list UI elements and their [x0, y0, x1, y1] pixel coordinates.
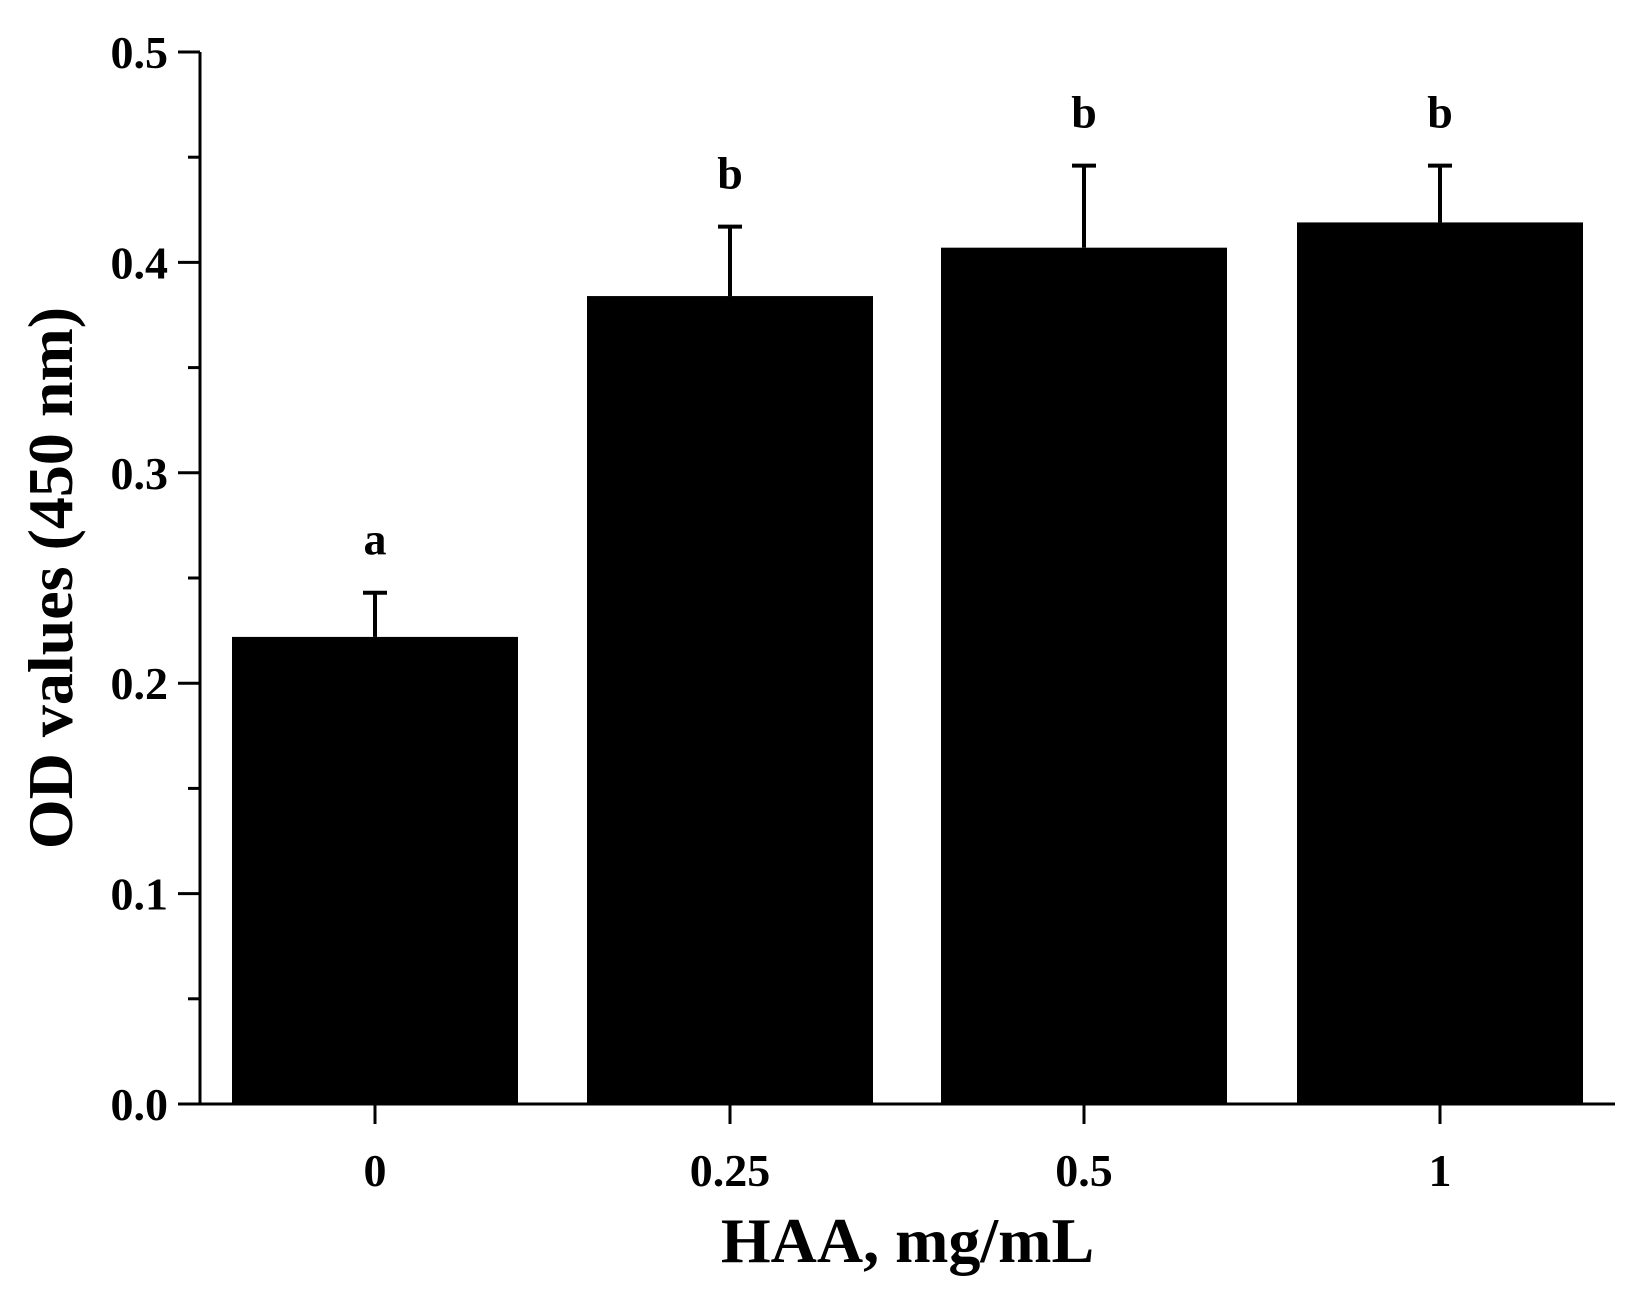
error-bars-layer: [363, 163, 1452, 637]
bars-layer: [232, 222, 1583, 1105]
y-axis-title: OD values (450 nm): [15, 307, 86, 849]
x-tick-label: 0.5: [1055, 1145, 1113, 1196]
y-tick-label: 0.3: [111, 448, 169, 499]
y-tick-label: 0.1: [111, 869, 169, 920]
bar: [941, 247, 1227, 1104]
bar: [232, 636, 518, 1104]
y-tick-label: 0.5: [111, 27, 169, 78]
bar: [1297, 222, 1583, 1104]
x-axis-title: HAA, mg/mL: [721, 1205, 1094, 1276]
x-tick-label: 0: [364, 1145, 387, 1196]
significance-label: b: [717, 148, 743, 199]
y-ticks-layer: 0.0 0.1 0.2 0.3 0.4 0.5: [111, 27, 200, 1130]
significance-label: b: [1427, 87, 1453, 138]
significance-label: b: [1071, 87, 1097, 138]
x-tick-label: 1: [1429, 1145, 1452, 1196]
y-tick-label: 0.2: [111, 658, 169, 709]
x-ticks-layer: 0 0.25 0.5 1: [364, 1104, 1452, 1196]
x-tick-label: 0.25: [690, 1145, 771, 1196]
y-tick-label: 0.0: [111, 1079, 169, 1130]
bar: [587, 296, 873, 1105]
significance-labels-layer: a b b b: [364, 87, 1453, 565]
significance-label: a: [364, 514, 387, 565]
y-tick-label: 0.4: [111, 237, 169, 288]
